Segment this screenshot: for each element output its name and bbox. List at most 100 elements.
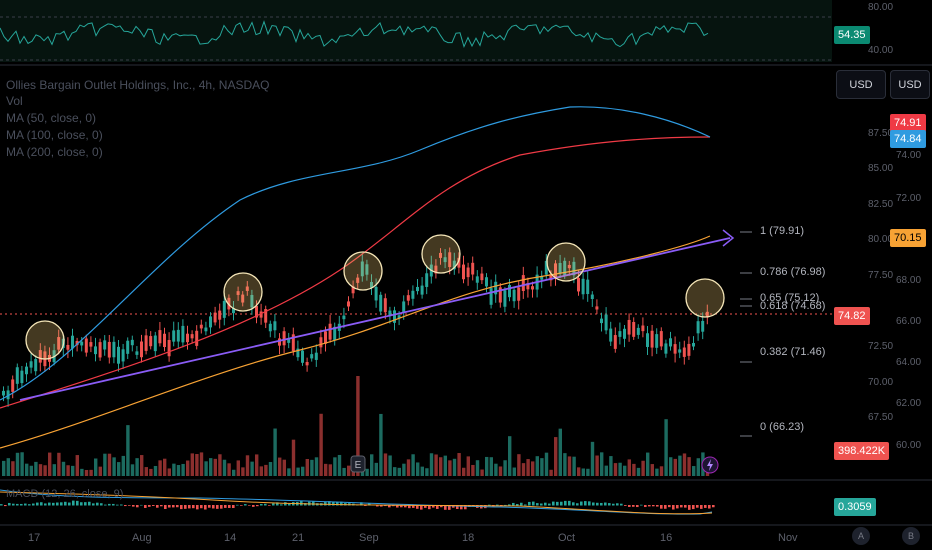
macd-hist-bar <box>200 505 203 509</box>
macd-hist-bar <box>256 505 259 507</box>
macd-legend[interactable]: MACD (12, 26, close, 9) <box>6 488 124 500</box>
currency-button-2[interactable]: USD <box>890 70 930 99</box>
volume-bar <box>448 460 452 476</box>
macd-hist-bar <box>216 505 219 509</box>
macd-hist-bar <box>684 505 687 508</box>
candle-body <box>365 264 369 275</box>
macd-hist-bar <box>636 505 639 508</box>
volume-bar <box>227 463 231 476</box>
macd-hist-bar <box>712 505 715 508</box>
macd-hist-bar <box>140 504 143 506</box>
macd-hist-bar <box>76 500 79 506</box>
candle-body <box>420 285 424 295</box>
indicator-ma200[interactable]: MA (200, close, 0) <box>6 145 103 159</box>
volume-bar <box>301 466 305 476</box>
volume-bar <box>531 461 535 476</box>
candle-body <box>636 327 640 335</box>
macd-hist-bar <box>288 503 291 506</box>
candle-body <box>347 301 350 307</box>
fib-label-0: 0 (66.23) <box>760 421 805 433</box>
fib-label-0786: 0.786 (76.98) <box>760 266 826 278</box>
candle-body <box>80 341 84 346</box>
macd-hist-bar <box>376 505 379 507</box>
macd-hist-bar <box>180 505 183 510</box>
candle-body <box>190 334 194 339</box>
candle-body <box>485 277 488 287</box>
macd-hist-bar <box>512 502 515 506</box>
candle-body <box>255 305 258 318</box>
volume-bar <box>682 453 687 476</box>
volume-bar <box>517 454 521 476</box>
macd-hist-bar <box>692 505 695 510</box>
volume-bar <box>655 468 659 476</box>
macd-hist-bar <box>332 502 335 506</box>
macd-hist-bar <box>488 504 491 506</box>
candle-body <box>213 312 217 323</box>
volume-bar <box>356 376 360 476</box>
scale-button-b[interactable]: B <box>902 527 920 545</box>
candle-body <box>305 362 309 366</box>
volume-bar <box>2 460 6 476</box>
candle-body <box>397 315 401 319</box>
volume-bar <box>84 469 89 476</box>
macd-hist-bar <box>400 505 403 508</box>
macd-hist-bar <box>688 505 691 510</box>
candle-body <box>388 310 392 316</box>
indicator-ma100[interactable]: MA (100, close, 0) <box>6 128 103 142</box>
candle-body <box>590 294 594 300</box>
macd-hist-bar <box>412 505 415 508</box>
candle-body <box>687 343 691 356</box>
macd-hist-bar <box>192 505 195 509</box>
price-tick: 70.00 <box>868 377 894 388</box>
trend-line[interactable] <box>19 237 731 401</box>
volume-bar <box>126 425 130 476</box>
candle-body <box>503 290 507 307</box>
candle-body <box>130 339 134 346</box>
volume-bar <box>577 467 581 476</box>
candle-body <box>701 320 705 332</box>
macd-hist-bar <box>424 505 427 508</box>
macd-hist-bar <box>260 504 263 506</box>
volume-bar <box>264 464 268 476</box>
volume-bar <box>696 458 700 476</box>
candle-body <box>319 337 323 348</box>
candle-body <box>480 273 484 281</box>
macd-hist-bar <box>68 502 71 506</box>
macd-hist-bar <box>544 502 547 506</box>
volume-bar <box>43 465 47 476</box>
volume-bar <box>20 452 24 476</box>
earnings-marker[interactable] <box>350 455 366 473</box>
candle-body <box>2 390 5 396</box>
volume-bar <box>319 413 323 476</box>
macd-tag: 0.3059 <box>834 498 876 516</box>
currency-button[interactable]: USD <box>836 70 886 99</box>
candle-body <box>287 338 291 343</box>
lightning-glyph <box>707 459 713 471</box>
date-tick: Sep <box>359 532 379 544</box>
auto-scale-button[interactable]: A <box>852 527 870 545</box>
macd-hist-bar <box>380 505 383 507</box>
macd-hist-bar <box>520 502 523 506</box>
volume-bar <box>452 458 457 476</box>
candle-body <box>66 344 70 350</box>
volume-bar <box>627 459 631 476</box>
price-tick-right: 60.00 <box>896 440 922 451</box>
candle-body <box>673 344 677 354</box>
volume-bar <box>669 457 673 476</box>
macd-line <box>0 489 713 515</box>
volume-bar <box>172 463 176 476</box>
candle-body <box>393 310 396 323</box>
date-tick: 14 <box>224 532 237 544</box>
candle-body <box>259 311 263 318</box>
macd-hist-bar <box>656 505 659 507</box>
candle-body <box>314 352 318 360</box>
candle-body <box>158 330 162 344</box>
volume-bar <box>163 458 167 476</box>
volume-bar <box>549 469 553 476</box>
candle-body <box>475 276 479 283</box>
indicator-ma50[interactable]: MA (50, close, 0) <box>6 111 97 125</box>
indicator-vol[interactable]: Vol <box>6 94 23 108</box>
volume-bar <box>75 455 79 476</box>
price-tick-right: 62.00 <box>896 398 922 409</box>
